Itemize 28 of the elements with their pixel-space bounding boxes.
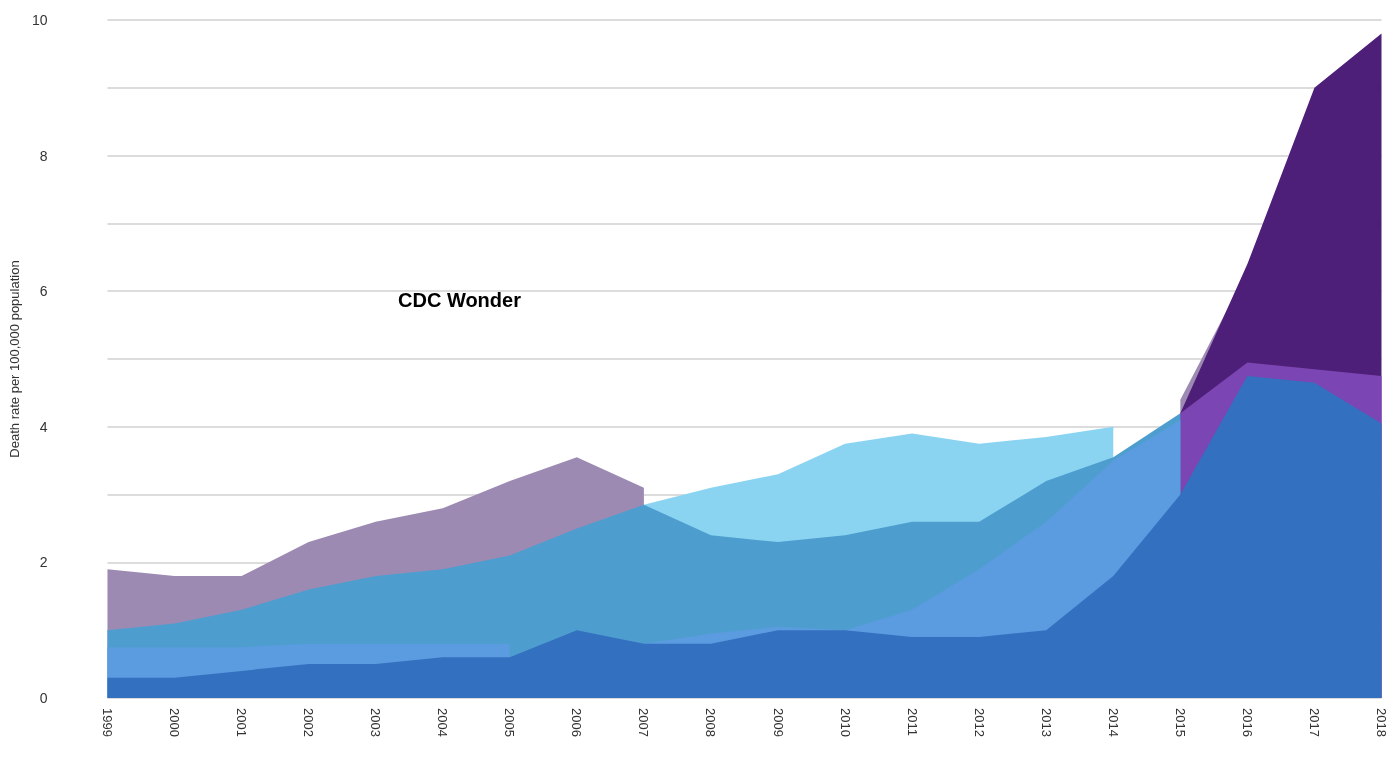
x-tick-label: 2000 bbox=[167, 708, 183, 737]
y-tick-label: 6 bbox=[39, 283, 48, 300]
x-tick-label: 2013 bbox=[1038, 708, 1054, 737]
x-tick-label: 2015 bbox=[1172, 708, 1188, 737]
x-tick-label: 2014 bbox=[1105, 708, 1121, 737]
x-tick-label: 2001 bbox=[234, 708, 250, 737]
y-tick-label: 10 bbox=[31, 12, 48, 28]
x-tick-label: 2011 bbox=[904, 708, 920, 736]
x-tick-label: 2005 bbox=[502, 708, 518, 737]
y-tick-label: 8 bbox=[39, 147, 48, 164]
x-tick-label: 2003 bbox=[368, 708, 384, 737]
x-tick-label: 2004 bbox=[435, 708, 451, 737]
x-tick-label: 1999 bbox=[99, 708, 115, 737]
x-tick-label: 2017 bbox=[1306, 708, 1322, 737]
x-tick-label: 2002 bbox=[301, 708, 317, 737]
y-axis-title: Death rate per 100,000 population bbox=[7, 260, 22, 458]
x-tick-label: 2008 bbox=[703, 708, 719, 737]
x-tick-label: 2009 bbox=[770, 708, 786, 737]
x-tick-label: 2012 bbox=[971, 708, 987, 737]
y-tick-label: 4 bbox=[39, 418, 48, 435]
annotation: CDC Wonder bbox=[398, 289, 522, 311]
x-tick-label: 2007 bbox=[636, 708, 652, 737]
x-tick-label: 2010 bbox=[837, 708, 853, 737]
x-tick-label: 2016 bbox=[1239, 708, 1255, 737]
x-tick-label: 2018 bbox=[1374, 708, 1388, 737]
y-tick-label: 0 bbox=[39, 690, 48, 706]
y-tick-label: 2 bbox=[39, 554, 48, 571]
x-tick-label: 2006 bbox=[569, 708, 585, 737]
